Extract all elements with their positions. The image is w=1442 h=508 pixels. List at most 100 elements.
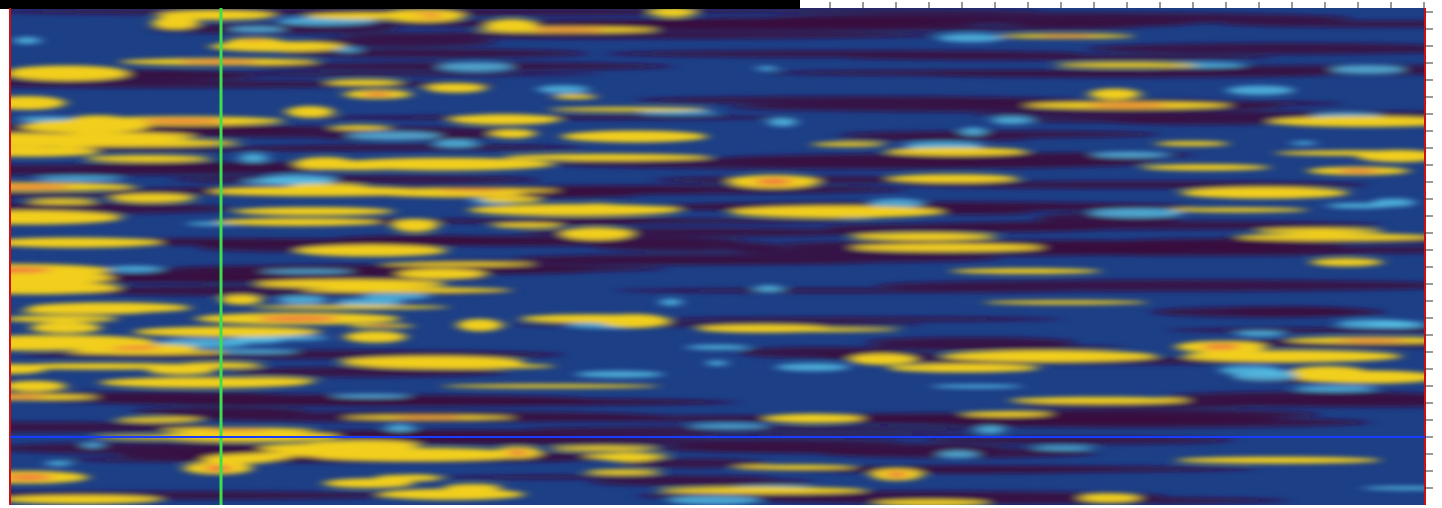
cell-high (378, 488, 525, 500)
cell-peak (1086, 103, 1169, 108)
cell-low (260, 174, 337, 185)
cell-peak (531, 28, 604, 32)
cell-high (585, 469, 661, 475)
cell-high (84, 155, 211, 163)
cell-low (1372, 198, 1416, 207)
cell-high (250, 304, 450, 310)
top-bar (0, 0, 800, 9)
cell-low (1091, 151, 1169, 158)
cell-low (361, 293, 431, 300)
cell-high (732, 464, 857, 470)
cell-high (133, 326, 322, 338)
cell-high (1175, 456, 1381, 464)
cell-high (851, 232, 996, 241)
streak (338, 31, 940, 39)
cell-peak (886, 471, 908, 478)
cell-low (1235, 330, 1285, 337)
cell-high (491, 222, 564, 229)
cell-high (479, 196, 542, 203)
streak (862, 345, 1125, 351)
cell-high (764, 413, 864, 423)
cell-high (1168, 207, 1308, 213)
streak (282, 48, 589, 59)
cell-low (434, 139, 478, 148)
cell-high (887, 174, 1019, 183)
streak (740, 465, 1257, 473)
cell-high (295, 245, 448, 257)
cell-high (1079, 493, 1140, 503)
cell-low (975, 425, 1005, 434)
cell-low (107, 265, 164, 272)
cell-high (326, 79, 402, 86)
cell-low (35, 176, 123, 182)
cell-high (725, 327, 900, 332)
streak (900, 180, 1368, 189)
streak (667, 442, 1006, 454)
cell-high (27, 302, 191, 313)
cell-high (397, 268, 486, 280)
streak (1151, 306, 1385, 318)
cell-high (20, 120, 149, 133)
cell-high (10, 67, 129, 81)
streak (841, 54, 1274, 61)
cell-high (66, 349, 228, 355)
streak (527, 25, 1137, 31)
cell-low (45, 460, 72, 467)
cell-high (885, 147, 1028, 156)
cell-high (658, 486, 867, 494)
streak (874, 279, 1425, 292)
streak (919, 70, 1336, 78)
cell-low (276, 296, 328, 304)
cell-high (449, 114, 560, 125)
cell-low (330, 393, 411, 399)
cell-low (938, 450, 979, 459)
cell-low (689, 423, 768, 429)
cell-low (1369, 321, 1425, 328)
cell-peak (10, 395, 47, 399)
cell-peak (204, 465, 232, 472)
cell-high (1009, 396, 1190, 404)
cell-high (285, 106, 335, 118)
streak (1161, 391, 1425, 404)
cell-peak (755, 178, 792, 185)
cell-low (346, 131, 442, 140)
cell-high (147, 366, 216, 375)
cell-high (10, 210, 122, 225)
streak (171, 175, 541, 184)
streak (325, 235, 743, 247)
cell-peak (256, 315, 339, 322)
cell-high (490, 129, 536, 139)
cell-high (392, 218, 439, 232)
cell-high (323, 478, 414, 489)
cell-low (686, 344, 750, 350)
cell-high (10, 315, 118, 323)
cell-high (10, 281, 120, 295)
cell-low (754, 285, 783, 293)
streak (651, 316, 1063, 322)
cell-peak (507, 449, 528, 456)
cell-low (1362, 486, 1425, 491)
heatmap-cells (10, 8, 1425, 505)
cell-high (1290, 366, 1366, 377)
cell-low (990, 116, 1034, 125)
cell-low (335, 298, 403, 306)
cell-low (17, 116, 76, 122)
cell-high (10, 237, 162, 248)
cell-peak (10, 266, 52, 274)
cell-high (208, 186, 423, 197)
cell-high (1141, 164, 1270, 171)
streak (1166, 327, 1425, 333)
cell-high (1180, 187, 1349, 199)
cell-high (553, 94, 597, 100)
cell-high (584, 452, 668, 460)
cell-low (937, 33, 1005, 43)
cell-low (659, 298, 683, 306)
cell-high (10, 337, 130, 351)
streak (70, 274, 355, 282)
cell-high (304, 12, 432, 20)
cell-high (1310, 258, 1383, 267)
cell-high (10, 147, 55, 155)
cell-peak (206, 428, 269, 432)
cell-low (960, 127, 987, 136)
